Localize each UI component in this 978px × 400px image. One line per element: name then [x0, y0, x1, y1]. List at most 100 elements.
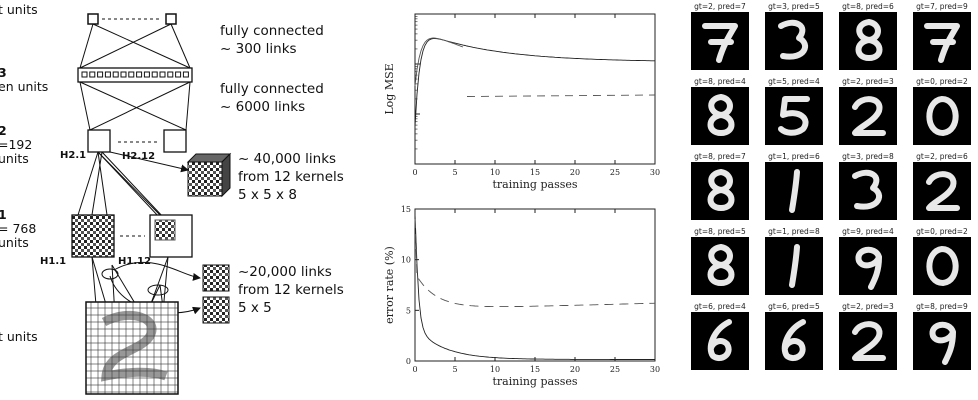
plot-frame [414, 13, 656, 165]
layer-label-line: 1 [0, 207, 7, 222]
digit-stroke [707, 169, 735, 211]
digit-sample: gt=2, pred=7 [688, 1, 752, 70]
x-tick-label: 0 [412, 365, 417, 374]
h3-unit [159, 71, 166, 78]
digit-sample: gt=8, pred=9 [910, 301, 974, 370]
digit-image [765, 87, 823, 145]
layer-label-h1: 1 = 768 units [0, 208, 36, 250]
h3-unit [167, 71, 174, 78]
digit-image [691, 87, 749, 145]
y-tick-label: 10 [401, 256, 411, 265]
digit-stroke [924, 23, 960, 63]
digit-sample: gt=2, pred=3 [836, 76, 900, 145]
digit-caption: gt=1, pred=6 [768, 152, 820, 161]
digit-image [765, 312, 823, 370]
digit-sample: gt=6, pred=4 [688, 301, 752, 370]
label-h1-1: H1.1 [40, 256, 67, 267]
digit-caption: gt=3, pred=5 [768, 2, 820, 11]
digit-image [913, 237, 971, 295]
digit-stroke [778, 19, 808, 60]
note-kernels-20000: ~20,000 links from 12 kernels 5 x 5 [238, 263, 344, 317]
note-line: ~20,000 links [238, 264, 332, 280]
layer-label-line: = 768 [0, 221, 37, 236]
note-line: fully connected [220, 23, 324, 39]
digit-stroke [778, 96, 810, 136]
digit-sample: gt=6, pred=5 [762, 301, 826, 370]
x-tick-label: 25 [610, 365, 620, 374]
digit-stroke [926, 171, 960, 211]
output-units [87, 13, 177, 25]
h3-unit [182, 71, 189, 78]
mse-training-curve [414, 38, 655, 127]
misclassified-digits-grid: gt=2, pred=7 gt=3, pred=5 gt=8, pred=6 gt=7… [680, 0, 978, 400]
y-tick-label: 5 [406, 306, 411, 315]
layer-label-line: t units [0, 329, 38, 344]
digit-stroke [855, 19, 883, 61]
digit-caption: gt=6, pred=5 [768, 302, 820, 311]
layer-label-line: t units [0, 2, 38, 17]
digit-caption: gt=2, pred=3 [842, 302, 894, 311]
note-kernels-40000: ~ 40,000 links from 12 kernels 5 x 5 x 8 [238, 150, 344, 204]
layer-label-h2: 2 =192 units [0, 124, 32, 166]
error-training-curve [414, 214, 655, 360]
layer-label-h3: 3 en units [0, 66, 48, 94]
error-test-curve [414, 219, 656, 308]
note-line: 5 x 5 x 8 [238, 187, 297, 203]
digit-image [913, 162, 971, 220]
x-tick-label: 15 [530, 168, 540, 177]
digit-caption: gt=8, pred=6 [842, 2, 894, 11]
x-axis-label: training passes [492, 178, 577, 191]
output-h3-connections [79, 23, 191, 69]
digit-sample: gt=1, pred=8 [762, 226, 826, 295]
error-rate-chart: 0 5 10 15 20 25 30 training passes error rate (%… [383, 205, 660, 388]
digit-sample: gt=3, pred=8 [836, 151, 900, 220]
network-drawing [71, 13, 232, 395]
digit-stroke [926, 246, 959, 286]
mse-test-curve-start [414, 37, 464, 87]
digit-image [913, 12, 971, 70]
digit-image [691, 237, 749, 295]
y-tick-label: 0 [406, 357, 411, 366]
digit-image [765, 237, 823, 295]
note-line: from 12 kernels [238, 169, 344, 185]
layer-label-line: 2 [0, 123, 7, 138]
training-curves: 0 5 10 15 20 25 30 training passes Log MSE 0 5 10 1… [370, 0, 670, 400]
digit-caption: gt=2, pred=6 [916, 152, 968, 161]
layer-label-input: t units [0, 330, 38, 344]
digit-image [839, 162, 897, 220]
digit-caption: gt=8, pred=4 [694, 77, 746, 86]
label-h1-12: H1.12 [118, 256, 152, 267]
digit-sample: gt=9, pred=4 [836, 226, 900, 295]
note-fc-300: fully connected ~ 300 links [220, 22, 324, 58]
digit-stroke [707, 319, 732, 362]
digit-image [839, 12, 897, 70]
digit-image [839, 237, 897, 295]
digit-stroke [929, 321, 956, 365]
digit-sample: gt=7, pred=9 [910, 1, 974, 70]
h1-layer [71, 214, 193, 296]
label-h2-12: H2.12 [122, 151, 156, 162]
layer-label-line: 3 [0, 65, 7, 80]
h3-unit [175, 71, 182, 78]
note-line: fully connected [220, 81, 324, 97]
digit-stroke [781, 319, 806, 362]
note-line: 5 x 5 [238, 300, 272, 316]
digit-stroke [789, 169, 800, 213]
y-axis-label: Log MSE [383, 63, 396, 114]
digit-stroke [702, 23, 738, 63]
h3-unit [151, 71, 158, 78]
x-tick-label: 20 [570, 168, 580, 177]
layer-label-line: units [0, 151, 29, 166]
note-line: ~ 40,000 links [238, 151, 337, 167]
digit-caption: gt=0, pred=2 [916, 227, 968, 236]
x-tick-label: 10 [490, 168, 500, 177]
digit-sample: gt=0, pred=2 [910, 226, 974, 295]
h2-layer [87, 129, 187, 153]
layer-label-line: en units [0, 79, 49, 94]
note-line: from 12 kernels [238, 282, 344, 298]
digit-caption: gt=2, pred=7 [694, 2, 746, 11]
h3-unit [104, 71, 111, 78]
h3-layer [77, 67, 193, 83]
h3-unit [89, 71, 96, 78]
mse-chart: 0 5 10 15 20 25 30 training passes Log MSE [383, 13, 660, 191]
